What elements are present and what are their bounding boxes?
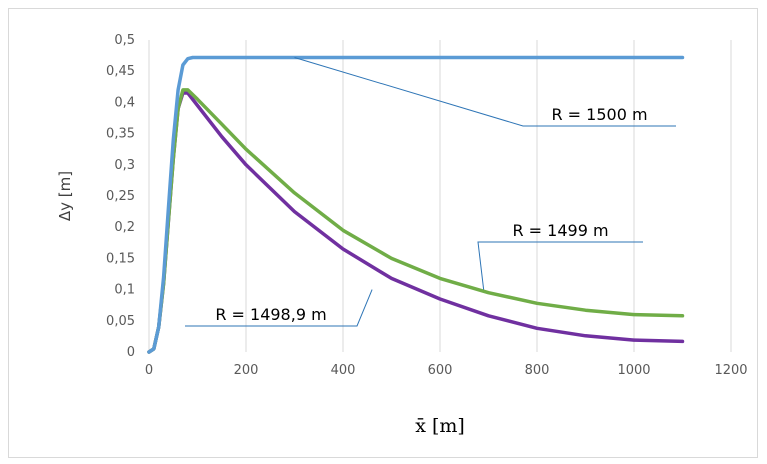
series-annotation-label: R = 1498,9 m xyxy=(215,305,326,324)
series-lines xyxy=(147,55,685,354)
x-tick-label: 800 xyxy=(525,363,550,378)
y-tick-label: 0,35 xyxy=(106,127,135,142)
grid-lines xyxy=(148,40,732,352)
annotation-leader xyxy=(294,56,676,127)
x-tick-label: 1000 xyxy=(617,363,650,378)
y-tick-label: 0,2 xyxy=(114,220,135,235)
series-line xyxy=(147,55,685,354)
x-tick-label: 400 xyxy=(331,363,356,378)
x-tick-label: 200 xyxy=(234,363,259,378)
y-tick-label: 0,15 xyxy=(106,251,135,266)
y-tick-label: 0,1 xyxy=(114,283,135,298)
series-annotation-label: R = 1499 m xyxy=(512,221,608,240)
x-axis-title: x̄ [m] xyxy=(415,415,465,437)
annotation-leader xyxy=(477,241,643,290)
y-tick-label: 0,25 xyxy=(106,189,135,204)
x-tick-label: 1200 xyxy=(714,363,747,378)
y-tick-label: 0,4 xyxy=(114,95,135,110)
series-annotation-label: R = 1500 m xyxy=(551,105,647,124)
chart-area xyxy=(8,8,758,458)
annotation-leader xyxy=(185,289,373,327)
series-annotations: R = 1500 m R = 1499 m R = 1498,9 m xyxy=(185,56,676,327)
y-tick-label: 0,5 xyxy=(114,33,135,48)
y-tick-label: 0,45 xyxy=(106,64,135,79)
y-axis-title: Δy [m] xyxy=(56,171,74,221)
x-tick-labels: 0 200 400 600 800 1000 1200 xyxy=(145,363,748,378)
x-tick-label: 0 xyxy=(145,363,153,378)
y-tick-labels: 0 0,05 0,1 0,15 0,2 0,25 0,3 0,35 0,4 0,45 0,5 xyxy=(106,33,135,360)
y-tick-label: 0 xyxy=(127,345,135,360)
y-tick-label: 0,3 xyxy=(114,158,135,173)
y-tick-label: 0,05 xyxy=(106,314,135,329)
x-tick-label: 600 xyxy=(428,363,453,378)
